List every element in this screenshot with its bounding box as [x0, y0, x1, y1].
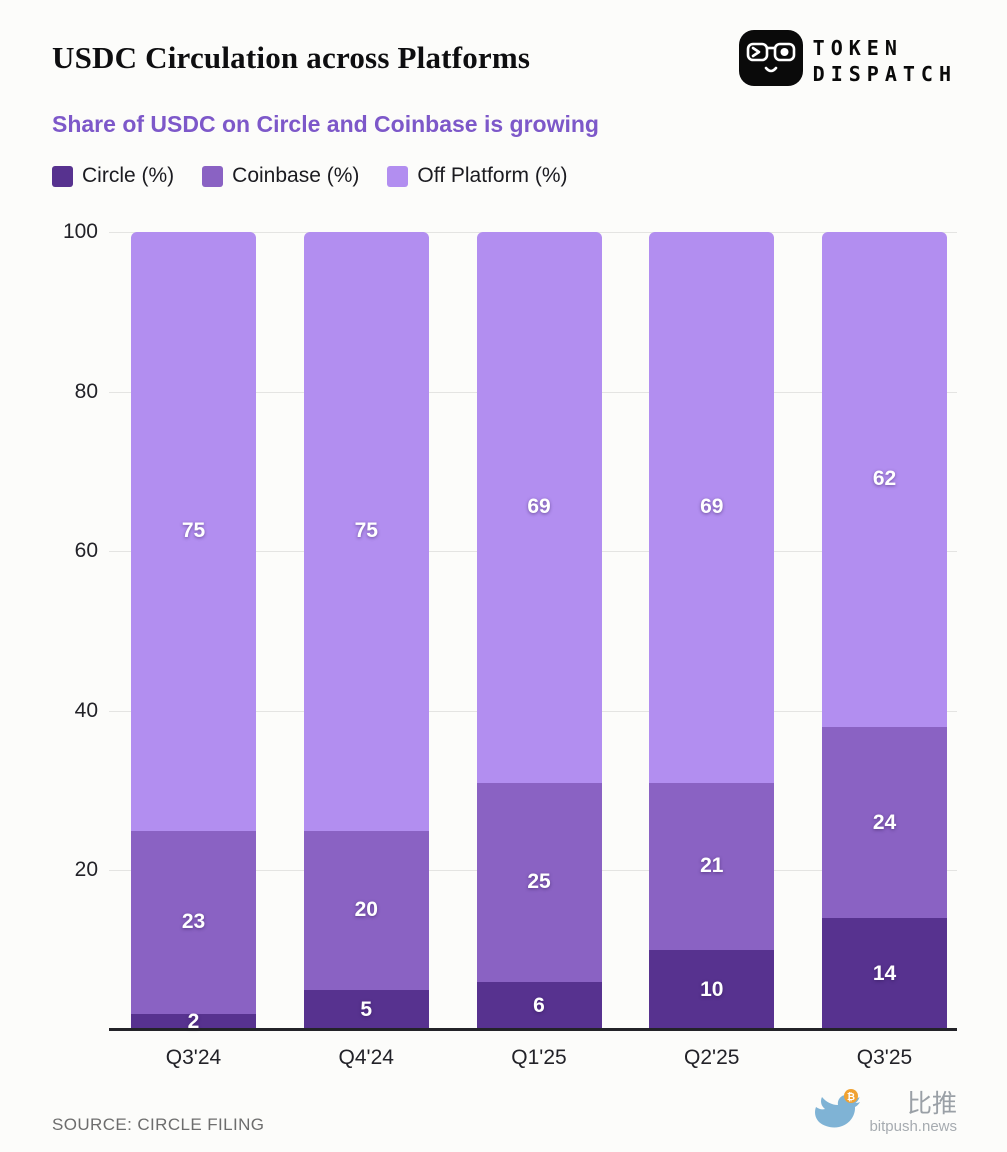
- bar-segment-label: 69: [527, 495, 551, 519]
- brand-line1: TOKEN: [812, 35, 903, 60]
- legend-item: Coinbase (%): [202, 164, 359, 188]
- bar-segment: 24: [822, 726, 947, 919]
- x-tick-label: Q4'24: [338, 1046, 394, 1069]
- bar-segment-label: 69: [700, 495, 724, 519]
- x-tick-label: Q3'24: [165, 1046, 222, 1069]
- bar-segment: 75: [131, 232, 256, 831]
- bar-segment-label: 24: [872, 810, 897, 834]
- bar-segment-label: 23: [181, 910, 206, 934]
- x-tick-label: Q1'25: [511, 1046, 567, 1069]
- bar-segment-label: 10: [700, 978, 724, 1002]
- bar-segment: 23: [131, 830, 256, 1015]
- bar-segment: 14: [822, 918, 947, 1030]
- bitpush-domain: bitpush.news: [869, 1117, 957, 1135]
- legend-label: Off Platform (%): [417, 164, 568, 187]
- bar-segment: 20: [303, 830, 429, 991]
- legend-swatch-icon: [202, 165, 224, 187]
- bitpush-logo: ₿ 比推 bitpush.news: [813, 1088, 957, 1135]
- x-axis-baseline: [109, 1028, 957, 1031]
- x-tick-label: Q2'25: [684, 1046, 740, 1069]
- stacked-bar: 62 24 14 Q3'25: [822, 232, 947, 1069]
- bar-segment-label: 20: [354, 898, 378, 922]
- chart-subtitle: Share of USDC on Circle and Coinbase is …: [52, 111, 599, 137]
- y-tick-label: 100: [62, 220, 98, 243]
- stacked-bar: 75 23 2 Q3'24: [131, 232, 256, 1069]
- legend-item: Circle (%): [52, 164, 174, 188]
- legend-item: Off Platform (%): [387, 164, 568, 188]
- svg-text:₿: ₿: [847, 1091, 855, 1103]
- token-dispatch-robot-icon: [738, 30, 803, 91]
- bar-segment: 75: [303, 232, 429, 831]
- legend-swatch-icon: [387, 165, 409, 187]
- bars-container: 75 23 2 Q3'24 75 20 5 Q4'24 69 25 6 Q1'25 69 21 10 Q2'2…: [109, 232, 957, 1069]
- bitpush-text: 比推 bitpush.news: [869, 1090, 957, 1135]
- bitpush-bird-icon: ₿: [813, 1088, 861, 1135]
- bar-segment: 69: [649, 232, 775, 783]
- stacked-bar: 69 21 10 Q2'25: [649, 232, 775, 1069]
- bar-segment: 6: [476, 982, 602, 1030]
- bar-segment-label: 14: [872, 962, 897, 986]
- stacked-bar: 69 25 6 Q1'25: [476, 232, 602, 1069]
- header: USDC Circulation across Platforms TOKEN …: [52, 30, 957, 91]
- x-tick-label: Q3'25: [856, 1046, 913, 1069]
- footer: SOURCE: CIRCLE FILING ₿ 比推 bitpush.news: [52, 1088, 957, 1135]
- stacked-bar-chart: 20 40 60 80 100 75 23 2 Q3'24 75 20 5 Q4'24 69 25 6 Q1'…: [52, 220, 957, 1069]
- legend-label: Circle (%): [82, 164, 175, 187]
- bar-segment: 69: [476, 232, 602, 783]
- plot-area: 75 23 2 Q3'24 75 20 5 Q4'24 69 25 6 Q1'25 69 21 10 Q2'2…: [109, 232, 957, 1069]
- bar-segment-label: 75: [354, 519, 378, 543]
- bar-segment-label: 21: [700, 854, 724, 878]
- y-axis: 20 40 60 80 100: [52, 220, 100, 1030]
- bar-segment-label: 25: [527, 870, 551, 894]
- legend-swatch-icon: [52, 165, 73, 187]
- stacked-bar: 75 20 5 Q4'24: [303, 232, 429, 1069]
- source-note: SOURCE: CIRCLE FILING: [52, 1115, 265, 1134]
- bar-segment-label: 62: [872, 467, 897, 491]
- bar-segment: 5: [303, 990, 429, 1030]
- bar-segment-label: 5: [360, 998, 373, 1022]
- bar-segment-label: 75: [181, 519, 206, 543]
- y-tick-label: 80: [74, 379, 98, 403]
- token-dispatch-logo: TOKEN DISPATCH: [738, 30, 957, 91]
- bar-segment: 62: [822, 232, 947, 727]
- y-tick-label: 20: [74, 858, 98, 882]
- y-tick-label: 40: [74, 698, 98, 722]
- y-tick-label: 60: [74, 539, 98, 563]
- bitpush-cjk-name: 比推: [906, 1090, 957, 1118]
- legend-label: Coinbase (%): [232, 164, 360, 187]
- bar-segment: 10: [649, 950, 775, 1030]
- bar-segment: 25: [476, 782, 602, 983]
- token-dispatch-wordmark: TOKEN DISPATCH: [813, 35, 957, 87]
- page-title: USDC Circulation across Platforms: [52, 40, 531, 75]
- legend: Circle (%) Coinbase (%) Off Platform (%): [52, 164, 957, 188]
- bar-segment-label: 6: [533, 994, 545, 1018]
- brand-line2: DISPATCH: [812, 61, 957, 86]
- bar-segment: 21: [649, 782, 775, 951]
